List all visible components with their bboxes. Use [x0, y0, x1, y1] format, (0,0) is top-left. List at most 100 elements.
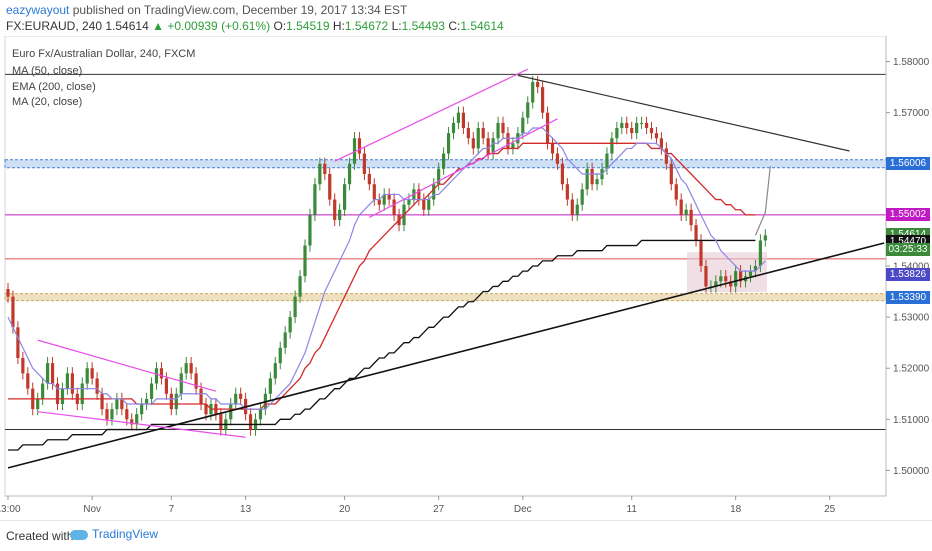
price-tag: 1.53826 — [886, 268, 930, 282]
resistance-zone — [4, 159, 887, 169]
candle-body — [763, 235, 767, 241]
candle-body — [521, 117, 525, 134]
candle-body — [85, 368, 89, 384]
candle-body — [565, 184, 569, 200]
candle-body — [204, 404, 208, 415]
candle-body — [323, 163, 327, 174]
candle-body — [610, 138, 614, 154]
ema200-line — [8, 239, 756, 451]
candle-body — [16, 327, 20, 358]
candle-body — [347, 163, 352, 185]
candle-body — [90, 368, 94, 379]
candle-body — [392, 199, 396, 215]
x-tick-label: 13 — [240, 504, 252, 515]
falling-wedge-lower — [37, 411, 246, 438]
candle-body — [486, 138, 490, 154]
candle-body — [377, 199, 381, 205]
candle-body — [570, 199, 574, 215]
open-label: O: — [273, 19, 287, 33]
candle-body — [531, 82, 535, 103]
legend-ema200: EMA (200, close) — [12, 81, 96, 93]
candle-body — [105, 409, 109, 420]
candle-body — [145, 398, 149, 404]
falling-wedge-upper — [37, 339, 217, 392]
candle-body — [729, 281, 733, 287]
candle-body — [357, 138, 362, 154]
candle-body — [338, 209, 342, 220]
candle-body — [140, 404, 144, 415]
candle-body — [664, 148, 668, 164]
candle-body — [65, 373, 69, 389]
cloud-icon — [70, 529, 88, 540]
candle-body — [442, 153, 446, 169]
candle-body — [739, 271, 743, 282]
candle-body — [669, 163, 673, 185]
price-chart[interactable]: 1.580001.570001.560001.550001.540001.530… — [0, 36, 932, 516]
candle-body — [724, 276, 728, 282]
candle-body — [511, 143, 515, 149]
candle-body — [110, 409, 114, 420]
candle-body — [70, 373, 74, 394]
publish-line: eazywayout published on TradingView.com,… — [6, 3, 407, 17]
long-term-uptrend-line — [7, 242, 885, 469]
close-value: 1.54614 — [460, 19, 504, 33]
candle-body — [333, 199, 337, 220]
candle-body — [55, 383, 60, 404]
candle-body — [6, 289, 10, 297]
candle-body — [189, 363, 193, 374]
candle-body — [130, 419, 134, 425]
candle-body — [541, 87, 545, 113]
candle-body — [229, 404, 233, 420]
tradingview-logo[interactable]: TradingView — [70, 527, 158, 541]
candle-body — [422, 199, 426, 210]
candle-body — [659, 138, 663, 149]
author-link[interactable]: eazywayout — [6, 3, 70, 17]
created-with-text: Created with — [6, 529, 74, 543]
bar-countdown: 03:25:33 — [886, 242, 930, 256]
candle-body — [367, 174, 371, 185]
chart-frame[interactable]: 1.580001.570001.560001.550001.540001.530… — [0, 36, 932, 516]
candle-body — [466, 128, 470, 139]
open-value: 1.54519 — [286, 19, 330, 33]
candle-body — [481, 128, 485, 139]
candle-body — [248, 414, 253, 430]
candle-body — [694, 225, 698, 241]
projection-arrow — [754, 166, 771, 236]
low-label: L: — [391, 19, 402, 33]
candle-body — [456, 112, 461, 123]
candle-body — [575, 204, 579, 215]
candle-body — [748, 271, 753, 277]
x-tick-label: 20 — [339, 504, 351, 515]
candle-body — [11, 296, 15, 328]
candle-body — [21, 358, 25, 374]
candle-body — [595, 179, 599, 185]
candle-body — [382, 194, 386, 205]
candle-body — [605, 153, 609, 169]
candle-body — [362, 153, 366, 174]
candle-body — [184, 363, 188, 374]
candle-body — [496, 122, 500, 139]
candle-body — [258, 409, 263, 420]
candle-body — [179, 373, 183, 394]
candle-body — [753, 266, 758, 272]
candle-body — [476, 128, 480, 149]
change-value: +0.00939 (+0.61%) — [167, 19, 271, 33]
candle-body — [125, 409, 129, 420]
candle-body — [283, 332, 287, 348]
candle-body — [461, 112, 465, 128]
candle-body — [239, 393, 243, 399]
candle-body — [437, 168, 441, 185]
candle-body — [46, 363, 50, 384]
candle-body — [100, 393, 104, 410]
candle-body — [352, 138, 357, 164]
price-tag: 1.56006 — [886, 156, 930, 170]
candle-body — [95, 378, 99, 394]
candle-body — [194, 373, 198, 389]
candle-body — [560, 163, 564, 185]
candle-body — [328, 174, 332, 200]
candle-body — [149, 383, 154, 399]
candle-body — [313, 184, 317, 215]
y-tick-label: 1.50000 — [893, 466, 930, 477]
x-tick-label: 27 — [433, 504, 445, 515]
close-label: C: — [448, 19, 461, 33]
